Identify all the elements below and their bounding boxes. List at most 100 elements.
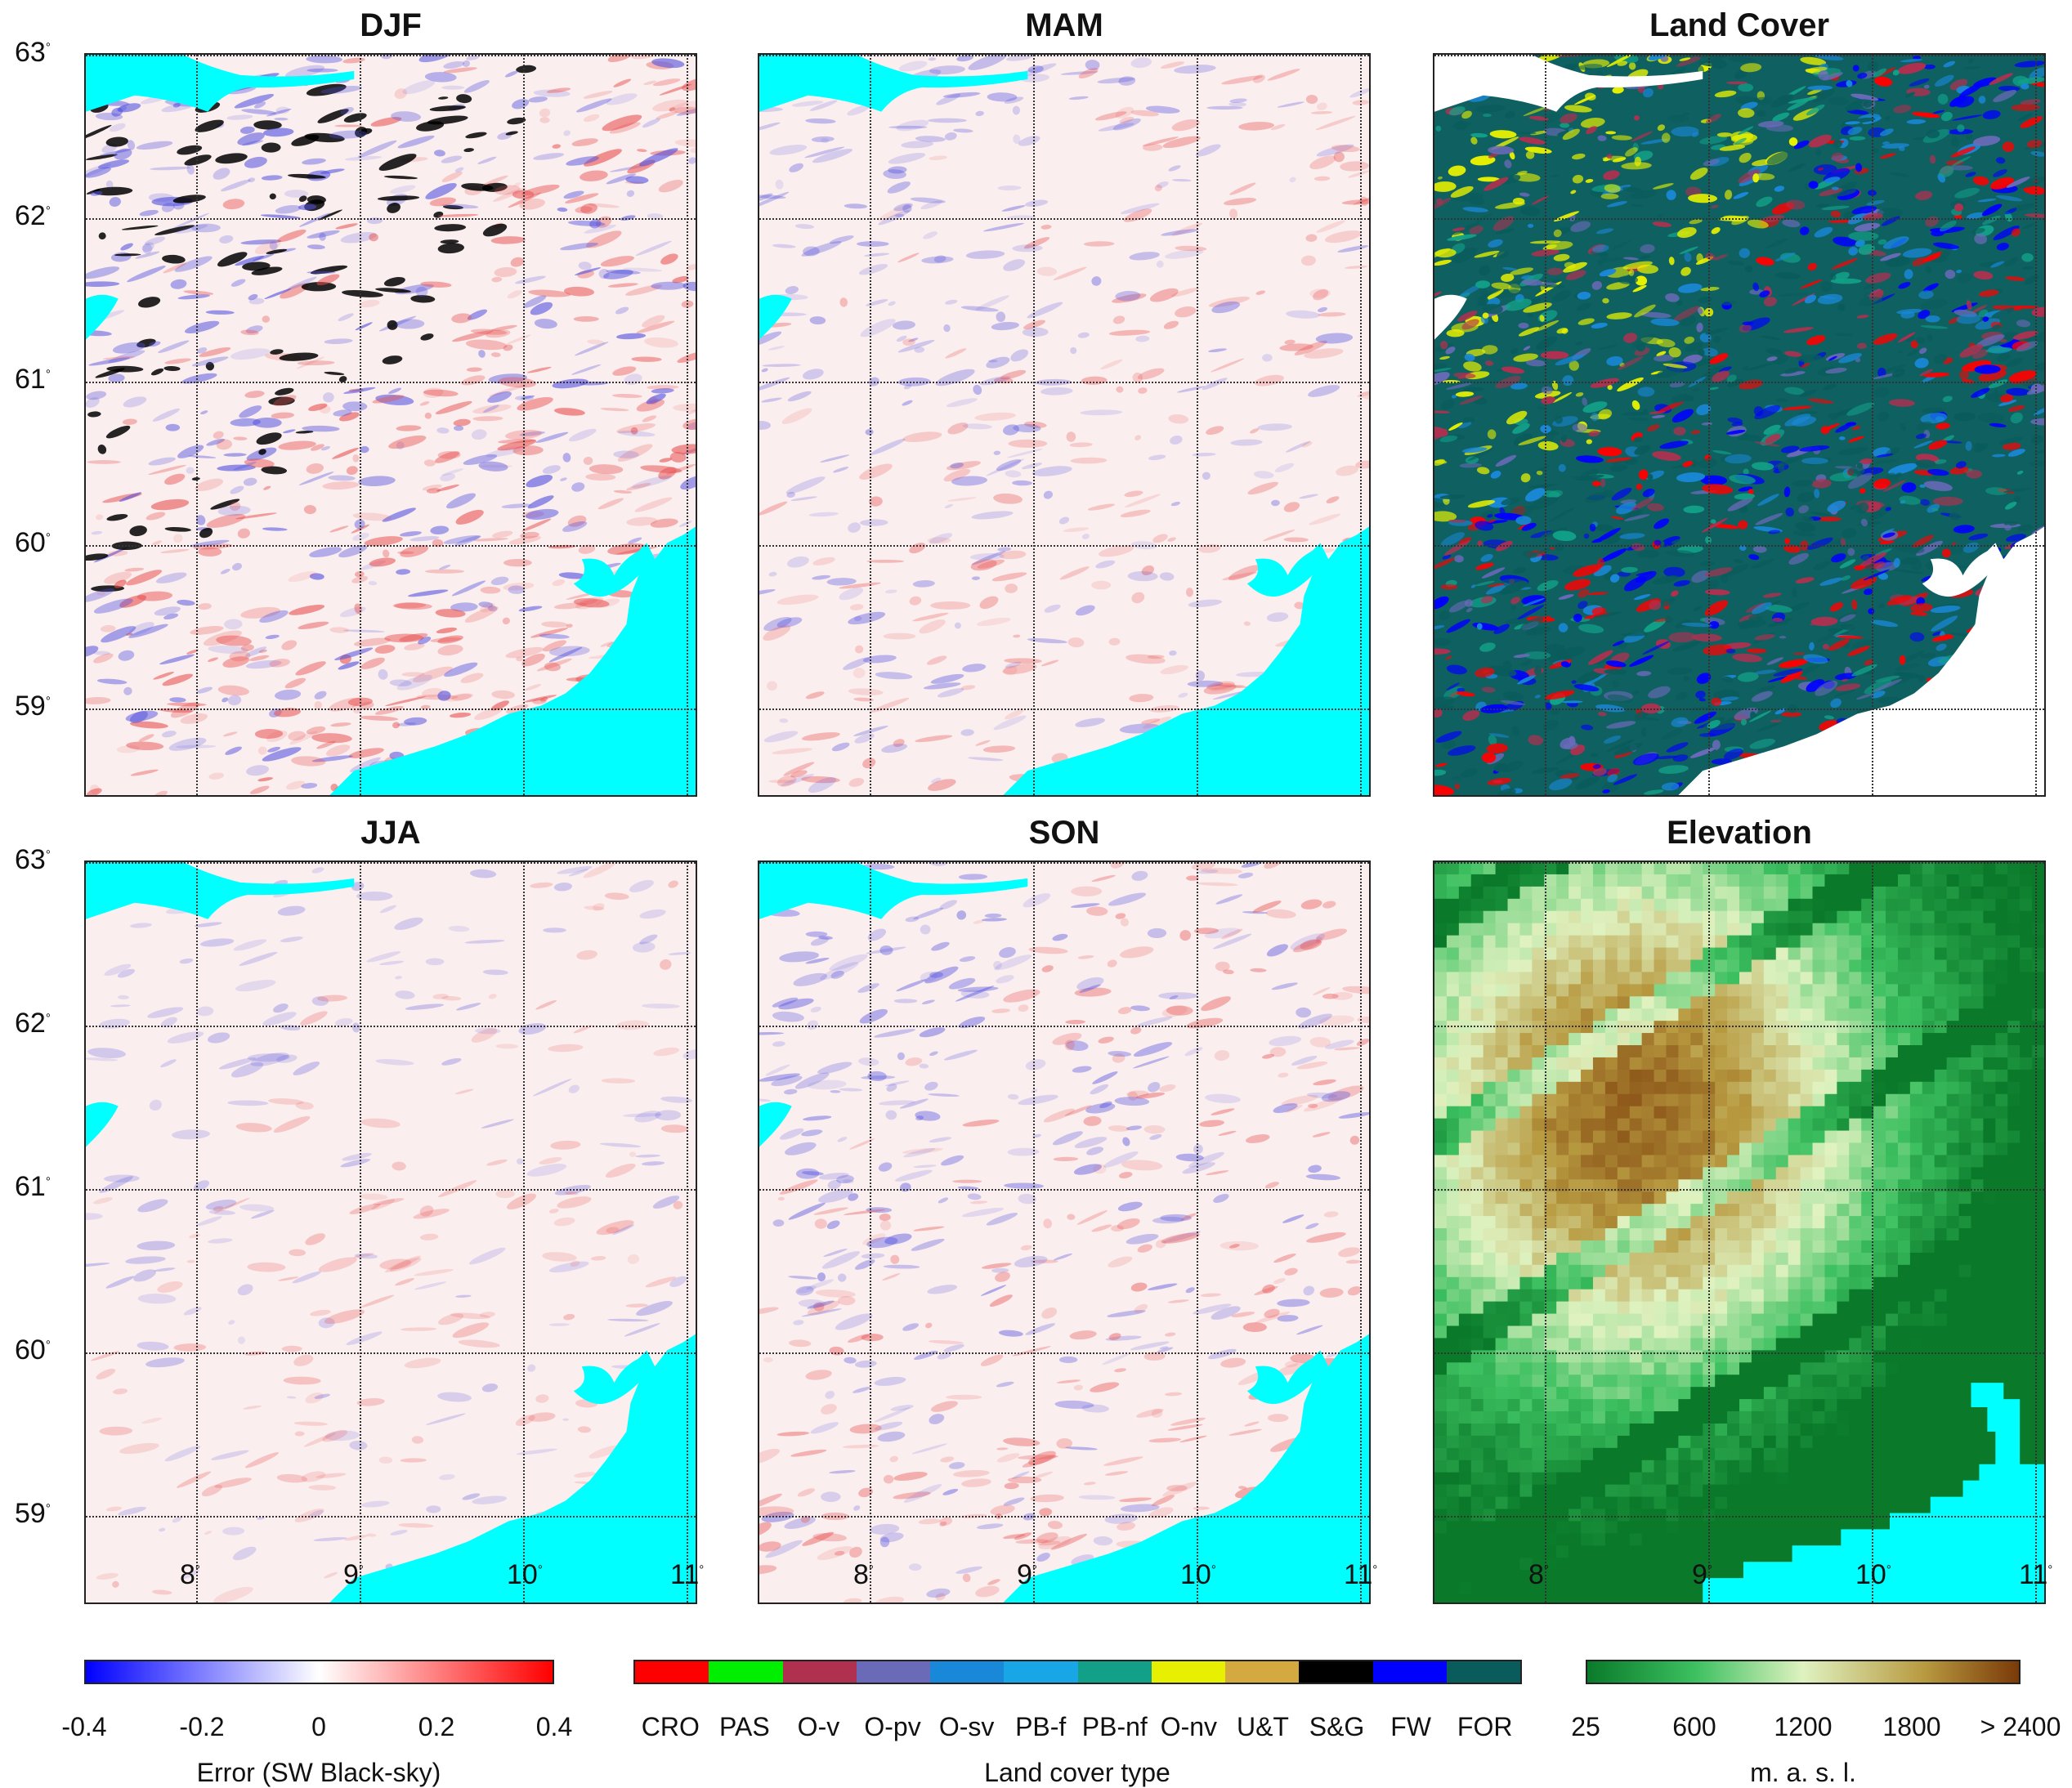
longitude-gridline <box>1033 862 1035 1602</box>
map-elevation <box>1433 860 2046 1604</box>
latitude-gridline <box>1434 708 2044 710</box>
panel-land-cover: Land Cover <box>1433 53 2046 797</box>
land-cover-label: PB-f <box>1015 1712 1066 1742</box>
latitude-label: 61° <box>15 364 51 396</box>
longitude-gridline <box>196 55 198 795</box>
colorbar-elevation-gradient <box>1586 1660 2021 1684</box>
latitude-gridline <box>1434 1189 2044 1191</box>
longitude-label: 8° <box>180 1559 200 1591</box>
elevation-tick: 1800 <box>1882 1712 1940 1742</box>
latitude-gridline <box>1434 545 2044 547</box>
error-tick: 0.4 <box>536 1712 572 1742</box>
land-cover-swatch <box>709 1661 782 1683</box>
latitude-label: 59° <box>15 1498 51 1530</box>
latitude-gridline <box>759 708 1369 710</box>
land-cover-map-svg <box>1434 55 2044 795</box>
latitude-gridline <box>759 545 1369 547</box>
colorbar-land-cover-swatches <box>633 1660 1522 1684</box>
panel-title-mam: MAM <box>758 7 1371 44</box>
error-tick: -0.4 <box>61 1712 106 1742</box>
longitude-gridline <box>523 862 525 1602</box>
land-cover-label: O-pv <box>864 1712 920 1742</box>
error-tick: 0 <box>311 1712 326 1742</box>
latitude-gridline <box>86 1026 696 1027</box>
error-map-svg <box>86 55 696 795</box>
longitude-label: 11° <box>1344 1559 1377 1591</box>
longitude-gridline <box>523 55 525 795</box>
longitude-gridline <box>1545 862 1546 1602</box>
latitude-gridline <box>1434 1516 2044 1518</box>
latitude-gridline <box>759 55 1369 56</box>
latitude-gridline <box>1434 218 2044 220</box>
latitude-gridline <box>759 1352 1369 1354</box>
longitude-label: 11° <box>2019 1559 2052 1591</box>
land-cover-label: O-v <box>798 1712 840 1742</box>
panel-jja: JJA <box>84 860 697 1604</box>
panel-title-land-cover: Land Cover <box>1433 7 2046 44</box>
latitude-gridline <box>86 1189 696 1191</box>
latitude-gridline <box>759 862 1369 864</box>
land-cover-swatch <box>635 1661 709 1683</box>
land-cover-swatch <box>1299 1661 1372 1683</box>
land-cover-swatch <box>1225 1661 1299 1683</box>
latitude-gridline <box>86 218 696 220</box>
land-cover-label: O-sv <box>939 1712 995 1742</box>
longitude-gridline <box>196 862 198 1602</box>
error-map-svg <box>759 55 1369 795</box>
panel-title-djf: DJF <box>84 7 697 44</box>
colorbar-land-cover-title: Land cover type <box>984 1758 1170 1788</box>
panel-elevation: Elevation <box>1433 860 2046 1604</box>
latitude-gridline <box>86 1516 696 1518</box>
latitude-label: 61° <box>15 1171 51 1203</box>
land-cover-label: S&G <box>1309 1712 1365 1742</box>
latitude-gridline <box>1434 382 2044 383</box>
longitude-gridline <box>1197 862 1198 1602</box>
land-cover-swatch <box>1004 1661 1077 1683</box>
latitude-label: 60° <box>15 1334 51 1366</box>
longitude-label: 9° <box>343 1559 364 1591</box>
panel-son: SON <box>758 860 1371 1604</box>
latitude-label: 62° <box>15 1008 51 1039</box>
longitude-gridline <box>870 55 871 795</box>
latitude-gridline <box>86 708 696 710</box>
elevation-map-svg <box>1434 862 2044 1602</box>
longitude-gridline <box>2035 55 2037 795</box>
map-jja <box>84 860 697 1604</box>
elevation-tick: 600 <box>1672 1712 1716 1742</box>
latitude-gridline <box>86 545 696 547</box>
map-land-cover <box>1433 53 2046 797</box>
panel-title-jja: JJA <box>84 815 697 852</box>
longitude-gridline <box>1545 55 1546 795</box>
latitude-gridline <box>759 1189 1369 1191</box>
longitude-label: 8° <box>853 1559 874 1591</box>
elevation-tick: 25 <box>1571 1712 1600 1742</box>
colorbar-error-gradient <box>84 1660 554 1684</box>
latitude-label: 63° <box>15 844 51 876</box>
map-mam <box>758 53 1371 797</box>
latitude-gridline <box>1434 1026 2044 1027</box>
longitude-gridline <box>1708 55 1710 795</box>
longitude-gridline <box>1872 55 1873 795</box>
longitude-label: 10° <box>507 1559 543 1591</box>
longitude-gridline <box>1360 55 1362 795</box>
longitude-gridline <box>360 862 361 1602</box>
longitude-gridline <box>1708 862 1710 1602</box>
longitude-gridline <box>870 862 871 1602</box>
colorbar-error-title: Error (SW Black-sky) <box>197 1758 441 1788</box>
panel-title-son: SON <box>758 815 1371 852</box>
land-cover-swatch <box>1447 1661 1520 1683</box>
latitude-gridline <box>86 382 696 383</box>
longitude-gridline <box>1033 55 1035 795</box>
longitude-label: 10° <box>1180 1559 1216 1591</box>
land-cover-label: FW <box>1390 1712 1431 1742</box>
latitude-label: 63° <box>15 37 51 69</box>
latitude-gridline <box>759 1026 1369 1027</box>
panel-title-elevation: Elevation <box>1433 815 2046 852</box>
latitude-gridline <box>86 862 696 864</box>
latitude-gridline <box>759 1516 1369 1518</box>
longitude-gridline <box>687 55 688 795</box>
land-cover-label: PB-nf <box>1082 1712 1148 1742</box>
colorbar-elevation-title: m. a. s. l. <box>1750 1758 1856 1788</box>
latitude-label: 62° <box>15 200 51 232</box>
